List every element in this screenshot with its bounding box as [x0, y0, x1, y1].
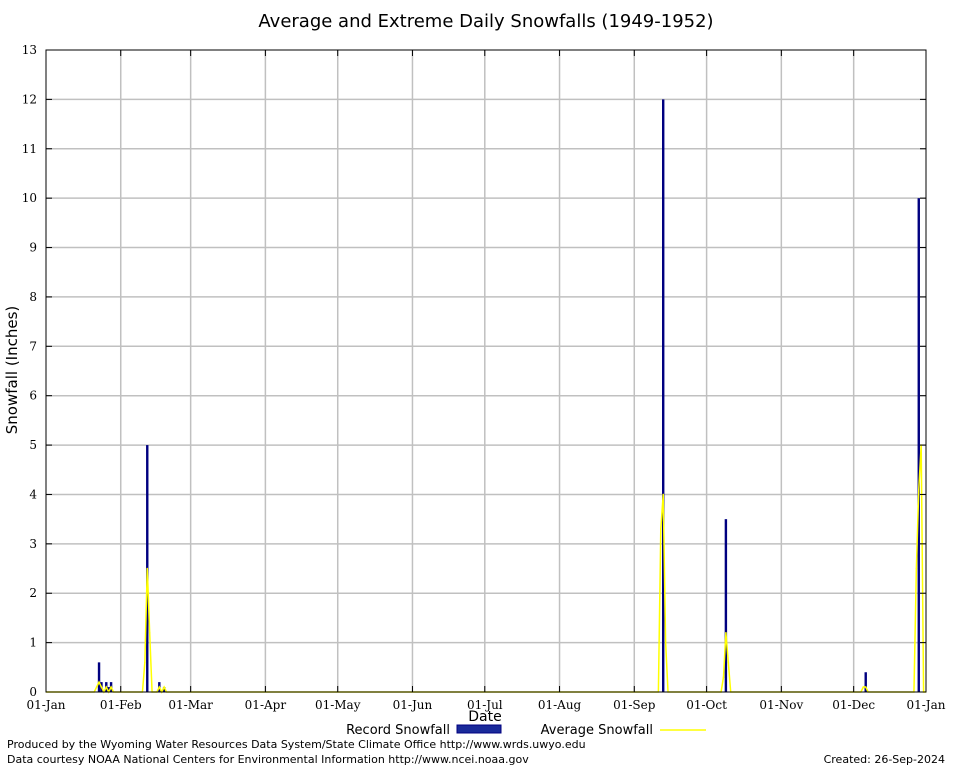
y-tick-label: 10	[22, 191, 37, 205]
x-tick-label: 01-Dec	[832, 698, 875, 712]
y-tick-label: 1	[29, 636, 37, 650]
x-tick-label: 01-Sep	[613, 698, 656, 712]
y-tick-label: 13	[22, 43, 37, 57]
average-point	[148, 631, 151, 634]
credit-line-1: Produced by the Wyoming Water Resources …	[7, 738, 586, 751]
average-point	[163, 686, 165, 688]
y-axis-label: Snowfall (Inches)	[3, 306, 21, 434]
record-bar	[864, 672, 867, 692]
plot-frame	[45, 49, 927, 693]
average-point	[659, 528, 662, 530]
record-bar	[162, 687, 166, 692]
average-point	[917, 488, 920, 491]
legend-record-label: Record Snowfall	[346, 723, 450, 738]
average-point	[95, 686, 98, 688]
x-tick-label: 01-Oct	[686, 698, 727, 712]
average-point	[158, 686, 161, 688]
x-tick-labels: 01-Jan 01-Feb 01-Mar 01-Apr 01-May 01-Jun 01-J…	[26, 698, 945, 712]
x-tick-label: 01-Nov	[759, 698, 803, 712]
average-point	[727, 661, 730, 664]
y-tick-label: 2	[29, 586, 37, 600]
created-date: Created: 26-Sep-2024	[823, 753, 945, 766]
average-point	[100, 686, 103, 688]
average-point	[105, 686, 108, 688]
y-tick-label: 4	[29, 487, 37, 501]
x-tick-label: 01-Aug	[538, 698, 582, 712]
y-tick-label: 3	[29, 537, 37, 551]
y-tick-label: 7	[29, 339, 37, 353]
record-bar	[107, 687, 110, 692]
x-tick-label: 01-Jan	[906, 698, 945, 712]
x-tick-label: 01-Feb	[100, 698, 142, 712]
average-point	[110, 686, 112, 688]
average-point	[725, 631, 727, 634]
average-point	[146, 567, 149, 570]
average-line	[46, 444, 926, 694]
legend-average-label: Average Snowfall	[541, 723, 653, 738]
y-tick-label: 8	[29, 290, 37, 304]
record-bar	[662, 99, 665, 692]
average-point	[144, 661, 146, 664]
record-bar	[724, 519, 728, 692]
record-bar	[917, 198, 920, 692]
x-tick-label: 01-Jul	[467, 698, 503, 712]
average-point	[864, 686, 867, 688]
legend-record-swatch	[456, 724, 502, 734]
record-bar	[97, 662, 101, 692]
average-point	[915, 567, 918, 570]
grid-lines	[46, 50, 926, 692]
average-series-line	[46, 445, 926, 694]
y-tick-label: 6	[29, 389, 37, 403]
plot-border	[45, 49, 927, 693]
legend: Record Snowfall Average Snowfall	[346, 723, 706, 738]
y-tick-label: 12	[22, 92, 37, 106]
average-point	[662, 493, 665, 496]
chart-title: Average and Extreme Daily Snowfalls (194…	[258, 11, 713, 32]
y-tick-label: 5	[29, 438, 37, 452]
x-tick-label: 01-Jun	[393, 698, 433, 712]
x-axis-label: Date	[468, 709, 501, 725]
x-tick-label: 01-Jan	[26, 698, 65, 712]
average-point	[862, 686, 865, 688]
x-tick-label: 01-May	[315, 698, 361, 712]
y-tick-label: 9	[29, 241, 37, 255]
average-point	[722, 676, 725, 678]
y-tick-label: 11	[22, 142, 37, 156]
average-point	[664, 641, 667, 644]
y-tick-label: 0	[29, 685, 37, 699]
average-point	[98, 681, 100, 683]
credit-line-2: Data courtesy NOAA National Centers for …	[7, 753, 529, 766]
x-tick-label: 01-Apr	[245, 698, 287, 712]
x-tick-label: 01-Mar	[168, 698, 213, 712]
